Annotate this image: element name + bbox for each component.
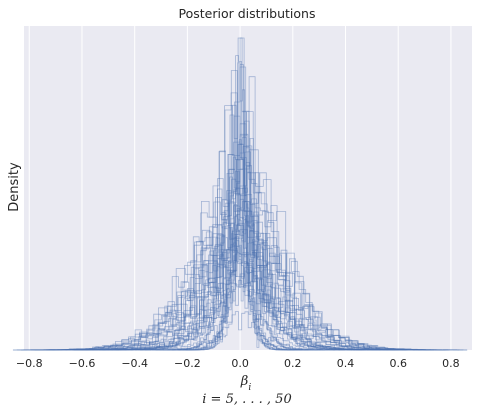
histogram-step-line <box>116 37 365 351</box>
x-tick-label: −0.4 <box>121 357 148 370</box>
x-tick-label: −0.6 <box>69 357 96 370</box>
histogram-step-line <box>80 250 400 351</box>
histogram-step-line <box>145 311 336 351</box>
x-tick-label: 0.0 <box>231 357 249 370</box>
histogram-step-line <box>32 76 449 351</box>
x-axis-caption: i = 5, . . . , 50 <box>202 392 291 407</box>
histogram-step-line <box>74 273 407 351</box>
histogram-step-line <box>30 105 450 351</box>
histogram-step-line <box>111 137 369 351</box>
histogram-step-line <box>155 170 325 351</box>
histogram-series <box>12 37 468 351</box>
histogram-step-line <box>40 159 440 351</box>
histogram-step-line <box>159 139 321 351</box>
histogram-step-line <box>21 149 460 351</box>
x-axis-label: βi <box>240 374 252 393</box>
x-tick-label: −0.8 <box>16 357 43 370</box>
histogram-step-line <box>172 236 309 351</box>
histogram-step-line <box>91 168 389 351</box>
histogram-step-line <box>98 185 382 351</box>
histogram-step-line <box>171 219 309 351</box>
x-tick-label: −0.2 <box>174 357 201 370</box>
histogram-step-line <box>85 225 395 351</box>
histogram-step-line <box>182 237 298 351</box>
histogram-step-line <box>118 143 363 351</box>
histogram-step-line <box>99 37 381 351</box>
histogram-step-line <box>85 187 395 351</box>
histogram-step-line <box>102 143 378 351</box>
histogram-step-line <box>52 145 428 351</box>
histogram-step-line <box>72 70 408 351</box>
histogram-step-line <box>151 55 329 351</box>
grid-lines <box>28 26 452 350</box>
histogram-step-line <box>12 278 468 351</box>
histogram-step-line <box>140 279 341 351</box>
histogram-step-line <box>82 188 398 351</box>
histogram-step-line <box>185 170 295 351</box>
histogram-step-line <box>72 120 408 351</box>
chart-title: Posterior distributions <box>179 6 316 21</box>
histogram-step-line <box>114 228 366 351</box>
histogram-step-line <box>46 267 434 351</box>
x-tick-label: 0.2 <box>284 357 302 370</box>
histogram-step-line <box>30 115 451 351</box>
histogram-step-line <box>130 64 351 351</box>
histogram-step-line <box>134 198 346 351</box>
histogram-step-line <box>51 229 429 351</box>
x-tick-label: 0.4 <box>337 357 355 370</box>
histogram-step-line <box>13 230 467 351</box>
histogram-step-line <box>162 62 318 351</box>
histogram-step-line <box>58 123 422 351</box>
histogram-step-line <box>185 214 295 351</box>
histogram-step-line <box>125 152 356 351</box>
plot-area <box>24 26 472 350</box>
x-axis-label-sub: i <box>248 383 251 393</box>
histogram-step-line <box>178 203 302 351</box>
histogram-step-line <box>34 210 446 351</box>
x-tick-label: 0.6 <box>389 357 407 370</box>
y-axis-label: Density <box>7 162 22 212</box>
x-tick-label: 0.8 <box>442 357 460 370</box>
x-tick-labels: −0.8 −0.6 −0.4 −0.2 0.0 0.2 0.4 0.6 0.8 <box>16 357 460 370</box>
histogram-step-line <box>167 241 313 351</box>
histogram-step-line <box>65 66 416 351</box>
histogram-step-line <box>16 111 464 351</box>
histogram-step-line <box>177 207 303 351</box>
x-axis-label-base: β <box>240 374 249 389</box>
